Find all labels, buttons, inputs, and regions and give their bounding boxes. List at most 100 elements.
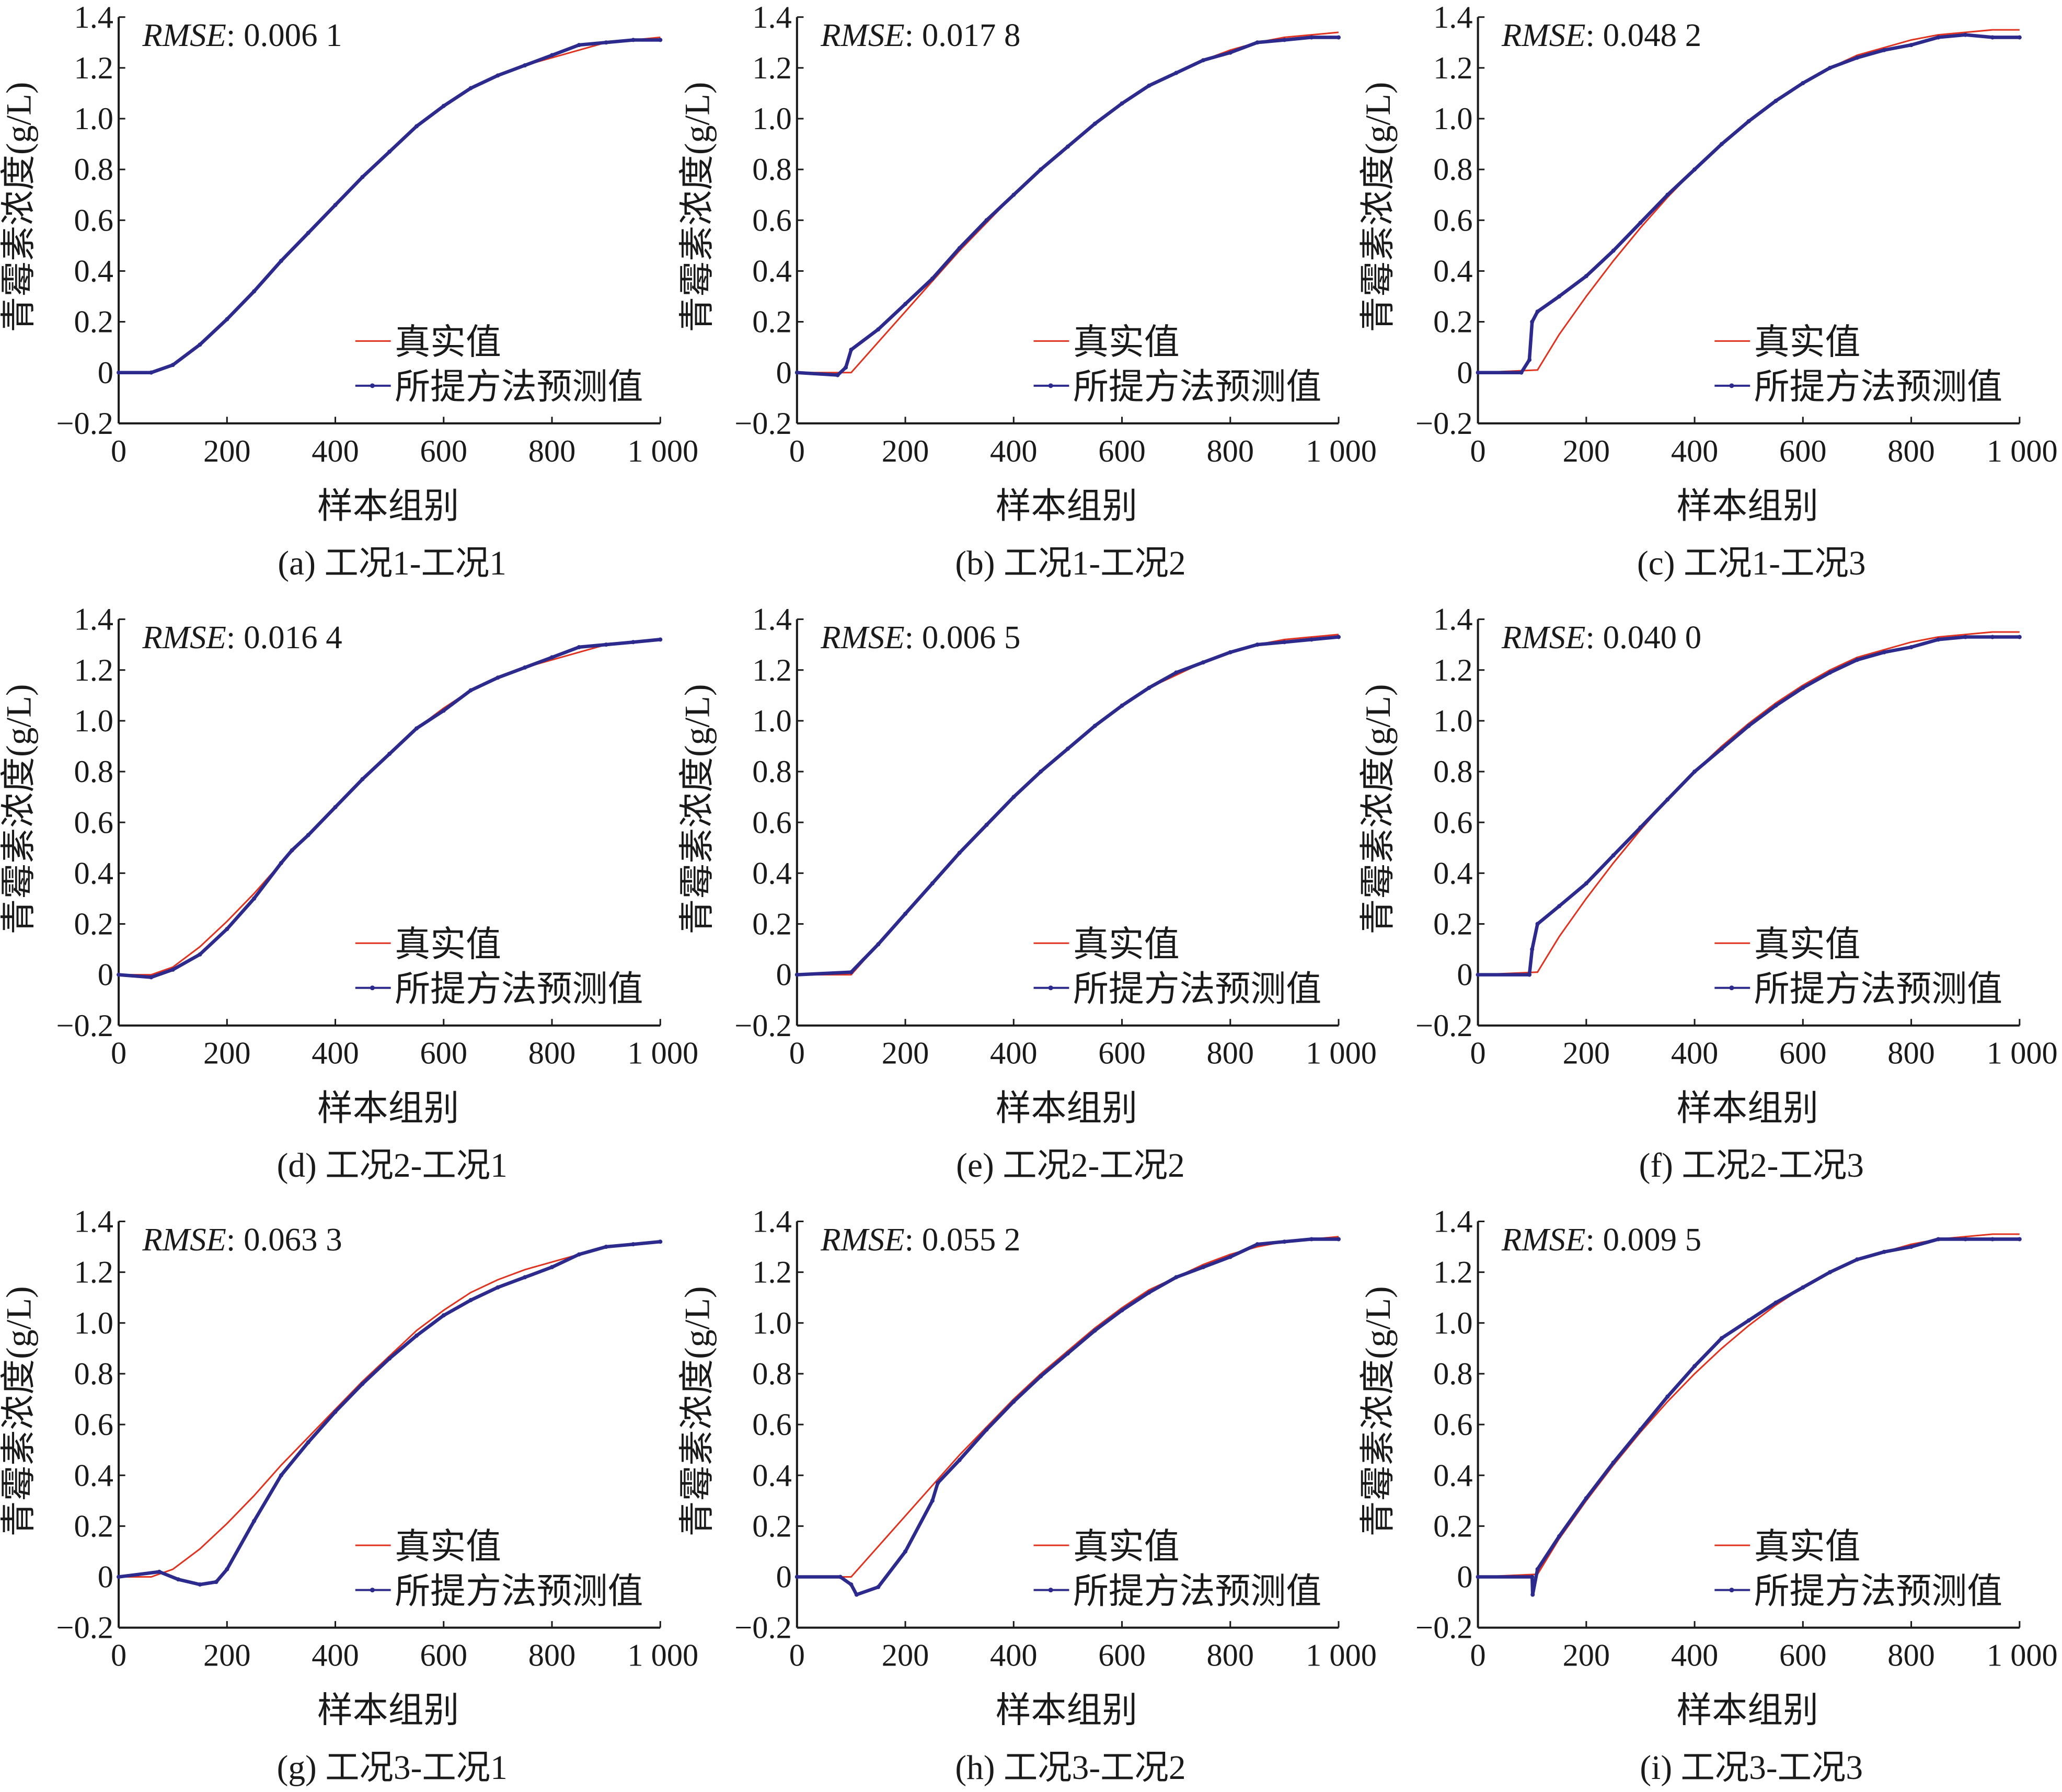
predicted-point — [1120, 101, 1124, 106]
predicted-point — [1527, 358, 1532, 362]
x-tick-label: 800 — [528, 434, 576, 469]
x-tick-label: 600 — [420, 1638, 468, 1673]
legend-label-predicted: 所提方法预测值 — [1754, 969, 2002, 1009]
predicted-point — [1476, 972, 1480, 977]
y-tick-label: 0.8 — [752, 754, 791, 789]
x-tick-label: 800 — [1887, 434, 1935, 469]
predicted-point — [468, 86, 473, 90]
predicted-point — [360, 777, 365, 782]
x-tick-label: 200 — [1563, 434, 1610, 469]
predicted-point — [1909, 43, 1914, 48]
predicted-point — [360, 1382, 365, 1386]
predicted-point — [631, 1242, 636, 1247]
x-tick-label: 1 000 — [627, 434, 698, 469]
x-tick-label: 0 — [789, 1036, 805, 1071]
series-line-predicted — [118, 1239, 661, 1587]
y-tick-label: 0.8 — [74, 152, 113, 187]
y-tick-label: −0.2 — [1415, 406, 1473, 441]
predicted-point — [577, 43, 581, 48]
predicted-point — [1638, 825, 1643, 830]
series-line-predicted — [1478, 635, 2020, 977]
rmse-label: RMSE — [142, 619, 226, 656]
rmse-label: RMSE — [142, 1221, 226, 1258]
predicted-point — [1936, 35, 1941, 40]
y-tick-label: 0.4 — [1433, 254, 1472, 289]
predicted-point — [984, 218, 989, 223]
chart-panel: −0.200.20.40.60.81.01.21.40 200 400 600 800 1… — [0, 1204, 698, 1787]
series-line-true — [797, 634, 1339, 976]
x-axis-label: 样本组别 — [996, 1088, 1138, 1128]
predicted-point — [1990, 1237, 1995, 1242]
predicted-point — [876, 327, 881, 332]
predicted-point — [1584, 881, 1588, 886]
legend-label-true: 真实值 — [1073, 1526, 1180, 1566]
predicted-point — [2017, 1237, 2022, 1242]
legend-label-predicted: 所提方法预测值 — [1754, 1571, 2002, 1611]
predicted-point — [1665, 192, 1670, 197]
predicted-point — [1039, 1374, 1043, 1379]
predicted-point — [1638, 1427, 1643, 1432]
predicted-point — [198, 342, 202, 347]
y-tick-label: 0.8 — [1433, 754, 1472, 789]
predicted-point — [1255, 40, 1260, 45]
y-tick-label: 0.6 — [752, 203, 791, 238]
predicted-point — [1638, 221, 1643, 225]
predicted-point — [1336, 35, 1341, 40]
y-tick-label: 0.6 — [752, 1407, 791, 1442]
x-tick-label: 1 000 — [1987, 1638, 2058, 1673]
predicted-point — [1092, 121, 1097, 126]
y-tick-label: 0.4 — [74, 1458, 113, 1493]
y-tick-label: 0 — [776, 958, 792, 993]
y-tick-label: 1.0 — [752, 704, 791, 739]
x-tick-label: 200 — [203, 1638, 251, 1673]
predicted-point — [549, 655, 555, 660]
y-tick-label: 0 — [1457, 355, 1472, 390]
predicted-point — [658, 38, 663, 42]
predicted-point — [1174, 670, 1179, 675]
predicted-point — [1963, 32, 1968, 37]
x-tick-label: 600 — [1779, 1638, 1827, 1673]
predicted-point — [1282, 1239, 1287, 1244]
y-tick-label: 0.4 — [752, 254, 791, 289]
predicted-point — [1557, 294, 1562, 299]
y-tick-label: −0.2 — [56, 406, 113, 441]
x-tick-label: 200 — [1563, 1036, 1610, 1071]
x-tick-label: 400 — [990, 1638, 1038, 1673]
legend-marker-predicted — [1729, 985, 1734, 991]
predicted-point — [1309, 637, 1314, 642]
predicted-point — [333, 1409, 338, 1414]
predicted-point — [854, 1592, 859, 1597]
predicted-point — [1909, 645, 1914, 650]
legend-marker-predicted — [1048, 1588, 1053, 1593]
predicted-point — [1828, 670, 1833, 675]
legend-marker-predicted — [1048, 383, 1053, 388]
predicted-point — [794, 1575, 799, 1579]
x-axis-label: 样本组别 — [996, 1691, 1138, 1730]
y-tick-label: 1.2 — [74, 1255, 113, 1290]
y-tick-label: 1.4 — [752, 1204, 791, 1239]
x-tick-label: 0 — [1470, 434, 1486, 469]
panel-caption: (d) 工况2-工况1 — [277, 1147, 508, 1185]
y-tick-label: 0.2 — [1433, 907, 1472, 942]
series-line-predicted — [118, 638, 661, 979]
y-tick-label: 1.2 — [752, 653, 791, 688]
predicted-point — [1719, 142, 1724, 146]
predicted-point — [794, 972, 799, 977]
y-tick-label: 0.6 — [1433, 203, 1472, 238]
y-tick-label: 1.0 — [1433, 1306, 1472, 1341]
predicted-point — [1530, 1575, 1535, 1579]
x-tick-label: 200 — [882, 1638, 929, 1673]
predicted-point — [279, 258, 283, 263]
predicted-point — [936, 1480, 940, 1485]
panel-caption: (h) 工况3-工况2 — [955, 1749, 1185, 1787]
y-axis-label: 青霉素浓度(g/L) — [1358, 82, 1398, 332]
predicted-point — [604, 642, 608, 647]
x-tick-label: 800 — [1887, 1638, 1935, 1673]
y-tick-label: 0.8 — [74, 1357, 113, 1392]
predicted-point — [1936, 1237, 1941, 1242]
legend-label-true: 真实值 — [395, 322, 501, 362]
predicted-point — [214, 1580, 218, 1584]
legend-marker-predicted — [370, 985, 375, 991]
predicted-point — [1065, 1351, 1070, 1356]
